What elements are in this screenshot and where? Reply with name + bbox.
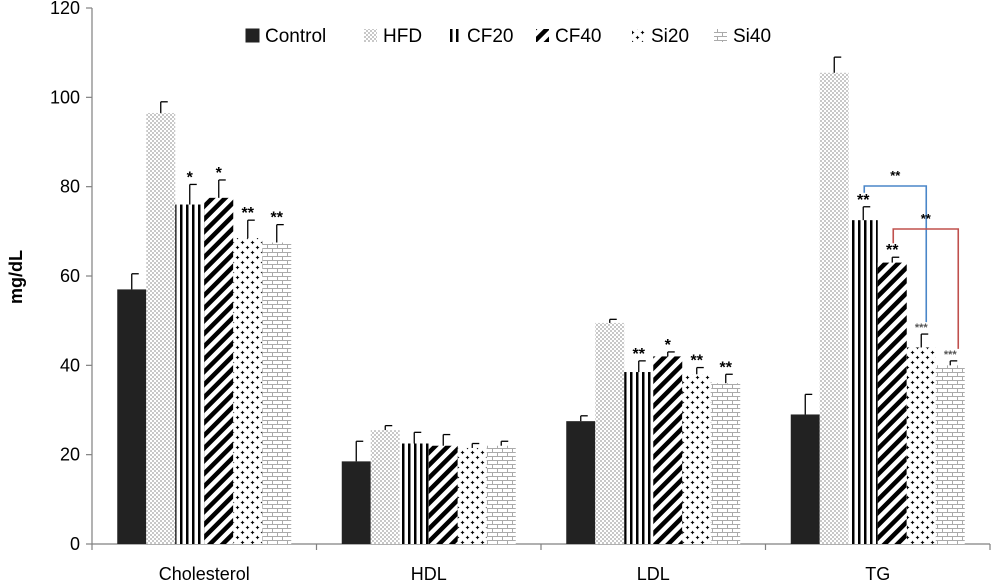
bar-cf20-ldl [624, 372, 654, 544]
legend-swatch-control [245, 28, 260, 43]
comparison-bracket [863, 185, 928, 323]
bar-cf20-hdl [399, 443, 429, 544]
bar-si40-hdl [486, 445, 516, 544]
legend-label-cf40: CF40 [555, 26, 601, 47]
legend-swatch-cf40 [536, 29, 549, 42]
bar-si40-tg [935, 365, 965, 544]
bar-hfd-cholesterol [146, 112, 176, 544]
comparison-bracket [892, 228, 960, 349]
significance-marker: ** [633, 346, 646, 363]
legend: Control HFD CF20 CF40 Si20 Si40 [245, 26, 771, 47]
legend-swatch-si40 [714, 29, 727, 42]
significance-marker: ** [691, 353, 704, 370]
comparison-label: ** [921, 211, 932, 226]
x-axis-categories: Cholesterol HDL LDL TG [91, 544, 991, 583]
bar-control-tg [790, 414, 820, 544]
bar-si20-tg [906, 347, 936, 544]
significance-marker: ** [271, 210, 284, 227]
bar-control-hdl [341, 461, 371, 544]
y-tick-label: 120 [50, 0, 80, 18]
legend-label-cf20: CF20 [467, 26, 513, 47]
bar-cf40-tg [877, 262, 907, 544]
category-label: HDL [411, 564, 447, 583]
y-tick-label: 40 [60, 355, 80, 375]
comparison-brackets: ** ** [863, 168, 960, 349]
significance-marker: ** [886, 242, 899, 259]
y-tick-label: 60 [60, 266, 80, 286]
bars: * *** ******* ************ [117, 56, 965, 545]
bar-cf40-cholesterol [204, 197, 234, 545]
y-tick-label: 80 [60, 177, 80, 197]
category-label: TG [865, 564, 890, 583]
significance-marker: ** [857, 192, 870, 209]
significance-marker: * [665, 337, 672, 354]
bar-si20-ldl [682, 374, 712, 544]
bar-cf20-tg [848, 220, 878, 544]
legend-swatch-hfd [364, 29, 377, 42]
bar-cf40-hdl [428, 445, 458, 544]
y-axis-label: mg/dL [6, 250, 26, 304]
bar-control-ldl [566, 421, 596, 544]
category-label: LDL [637, 564, 670, 583]
significance-marker: * [216, 165, 223, 182]
y-tick-label: 20 [60, 445, 80, 465]
bar-hfd-hdl [370, 430, 400, 544]
bar-si40-cholesterol [262, 242, 292, 544]
y-tick-label: 0 [70, 534, 80, 554]
bar-si20-hdl [457, 447, 487, 544]
legend-swatch-si20 [632, 29, 645, 42]
legend-label-si20: Si20 [651, 26, 689, 47]
y-tick-label: 100 [50, 87, 80, 107]
significance-marker: ** [242, 205, 255, 222]
significance-marker: * [187, 169, 194, 186]
bar-si40-ldl [711, 383, 741, 544]
bar-cf20-cholesterol [175, 204, 205, 545]
bar-cf40-ldl [653, 356, 683, 544]
significance-marker: *** [944, 349, 958, 361]
significance-marker: *** [915, 322, 929, 334]
legend-label-si40: Si40 [733, 26, 771, 47]
y-axis-ticks: 0 20 40 60 80 100 120 [50, 0, 92, 554]
bar-hfd-tg [819, 72, 849, 545]
legend-swatch-cf20 [448, 29, 461, 42]
bar-si20-cholesterol [233, 238, 263, 545]
category-label: Cholesterol [159, 564, 250, 583]
comparison-label: ** [890, 168, 901, 183]
legend-label-control: Control [265, 26, 326, 47]
bar-control-cholesterol [117, 289, 147, 544]
significance-marker: ** [720, 359, 733, 376]
bar-hfd-ldl [595, 322, 625, 544]
legend-label-hfd: HFD [383, 26, 422, 47]
